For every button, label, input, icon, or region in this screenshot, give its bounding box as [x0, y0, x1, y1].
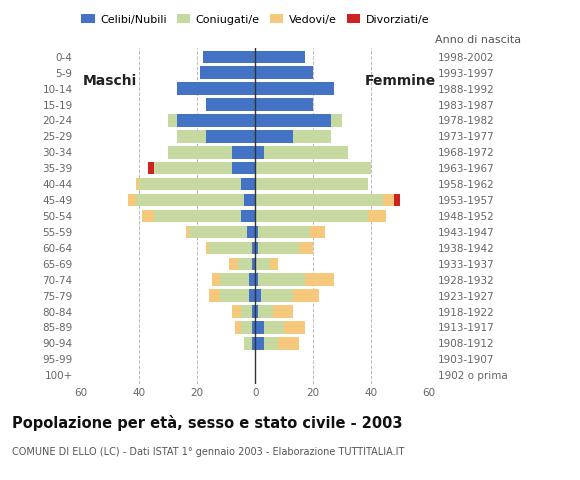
Bar [154, 162, 232, 174]
Bar [177, 114, 255, 127]
Bar [255, 289, 261, 302]
Bar [232, 146, 255, 158]
Bar [304, 274, 333, 286]
Bar [209, 241, 252, 254]
Bar [255, 83, 333, 95]
Bar [168, 146, 232, 158]
Bar [212, 274, 220, 286]
Bar [255, 98, 313, 111]
Bar [136, 178, 139, 191]
Bar [177, 83, 255, 95]
Bar [258, 274, 304, 286]
Bar [148, 162, 154, 174]
Text: Femmine: Femmine [365, 74, 436, 88]
Bar [255, 130, 293, 143]
Bar [299, 241, 313, 254]
Bar [186, 226, 188, 238]
Bar [206, 98, 255, 111]
Bar [255, 337, 264, 349]
Bar [249, 274, 255, 286]
Bar [142, 210, 154, 222]
Bar [383, 194, 394, 206]
Bar [188, 226, 246, 238]
Bar [241, 321, 252, 334]
Bar [206, 130, 255, 143]
Bar [255, 321, 264, 334]
Text: Anno di nascita: Anno di nascita [435, 35, 521, 45]
Bar [255, 274, 258, 286]
Bar [273, 305, 293, 318]
Bar [252, 321, 255, 334]
Bar [331, 114, 342, 127]
Bar [255, 194, 383, 206]
Bar [252, 241, 255, 254]
Bar [255, 305, 258, 318]
Bar [168, 114, 177, 127]
Bar [255, 226, 258, 238]
Bar [252, 337, 255, 349]
Bar [235, 321, 241, 334]
Bar [394, 194, 400, 206]
Bar [244, 337, 252, 349]
Bar [252, 258, 255, 270]
Bar [128, 194, 136, 206]
Bar [261, 289, 293, 302]
Bar [136, 194, 244, 206]
Bar [255, 146, 264, 158]
Bar [255, 50, 304, 63]
Bar [203, 50, 255, 63]
Bar [264, 337, 278, 349]
Bar [154, 210, 241, 222]
Bar [200, 66, 255, 79]
Bar [229, 258, 238, 270]
Bar [209, 289, 220, 302]
Text: Maschi: Maschi [83, 74, 137, 88]
Bar [241, 178, 255, 191]
Bar [220, 274, 249, 286]
Bar [241, 305, 252, 318]
Bar [293, 289, 319, 302]
Bar [255, 178, 368, 191]
Text: COMUNE DI ELLO (LC) - Dati ISTAT 1° gennaio 2003 - Elaborazione TUTTITALIA.IT: COMUNE DI ELLO (LC) - Dati ISTAT 1° genn… [12, 447, 404, 457]
Bar [244, 194, 255, 206]
Bar [238, 258, 252, 270]
Bar [264, 146, 348, 158]
Bar [177, 130, 206, 143]
Bar [220, 289, 249, 302]
Bar [258, 241, 299, 254]
Bar [252, 305, 255, 318]
Bar [278, 337, 299, 349]
Bar [255, 210, 368, 222]
Bar [270, 258, 278, 270]
Bar [264, 321, 284, 334]
Bar [139, 178, 241, 191]
Bar [255, 241, 258, 254]
Bar [368, 210, 386, 222]
Bar [232, 162, 255, 174]
Text: Popolazione per età, sesso e stato civile - 2003: Popolazione per età, sesso e stato civil… [12, 415, 402, 431]
Bar [293, 130, 331, 143]
Bar [232, 305, 241, 318]
Bar [246, 226, 255, 238]
Bar [310, 226, 325, 238]
Bar [255, 114, 331, 127]
Bar [258, 305, 273, 318]
Bar [255, 66, 313, 79]
Legend: Celibi/Nubili, Coniugati/e, Vedovi/e, Divorziati/e: Celibi/Nubili, Coniugati/e, Vedovi/e, Di… [77, 10, 433, 29]
Bar [255, 162, 371, 174]
Bar [258, 226, 310, 238]
Bar [249, 289, 255, 302]
Bar [206, 241, 209, 254]
Bar [255, 258, 270, 270]
Bar [284, 321, 304, 334]
Bar [241, 210, 255, 222]
